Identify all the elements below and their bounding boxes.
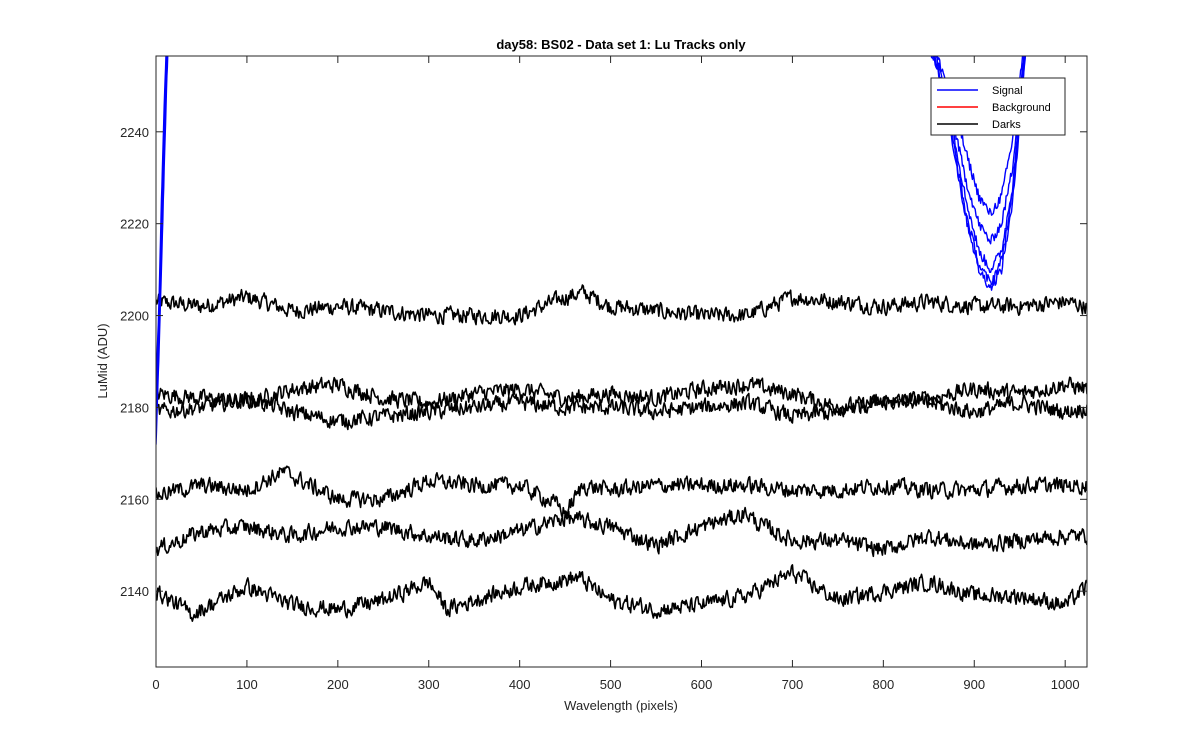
signal-dip-line-2: [934, 56, 1025, 245]
x-tick-label-300: 300: [418, 677, 440, 692]
y-tick-label-2180: 2180: [120, 400, 149, 415]
x-axis-label: Wavelength (pixels): [564, 698, 678, 713]
x-tick-label-800: 800: [872, 677, 894, 692]
x-tick-label-500: 500: [600, 677, 622, 692]
darks-series-line-1: [156, 284, 1087, 326]
x-tick-label-0: 0: [152, 677, 159, 692]
x-tick-label-600: 600: [691, 677, 713, 692]
y-tick-label-2140: 2140: [120, 584, 149, 599]
x-tick-label-200: 200: [327, 677, 349, 692]
signal-dip-line-1: [936, 56, 1024, 216]
plot-area: [156, 56, 1087, 667]
x-tick-label-100: 100: [236, 677, 258, 692]
x-tick-label-700: 700: [782, 677, 804, 692]
legend-label-signal: Signal: [992, 85, 1023, 97]
y-tick-label-2160: 2160: [120, 492, 149, 507]
y-axis-label: LuMid (ADU): [95, 323, 110, 398]
darks-series-line-5: [156, 506, 1087, 558]
y-tick-label-2240: 2240: [120, 125, 149, 140]
x-tick-label-900: 900: [963, 677, 985, 692]
legend: Signal Background Darks: [930, 77, 1066, 136]
legend-label-background: Background: [992, 102, 1051, 114]
x-tick-label-1000: 1000: [1051, 677, 1080, 692]
x-tick-label-400: 400: [509, 677, 531, 692]
tick-layer: 0 100 200 300 400 500 600 700 800 900 1000 2140 2160…: [120, 56, 1087, 692]
y-tick-label-2200: 2200: [120, 309, 149, 324]
legend-label-darks: Darks: [992, 119, 1021, 131]
signal-left-line-5: [156, 56, 167, 390]
darks-series-line-4: [156, 465, 1087, 519]
chart-title: day58: BS02 - Data set 1: Lu Tracks only: [496, 37, 746, 52]
darks-series-line-6: [156, 564, 1087, 622]
y-tick-label-2220: 2220: [120, 217, 149, 232]
plot-frame: [155, 55, 1088, 668]
darks-series-line-3: [156, 390, 1087, 431]
